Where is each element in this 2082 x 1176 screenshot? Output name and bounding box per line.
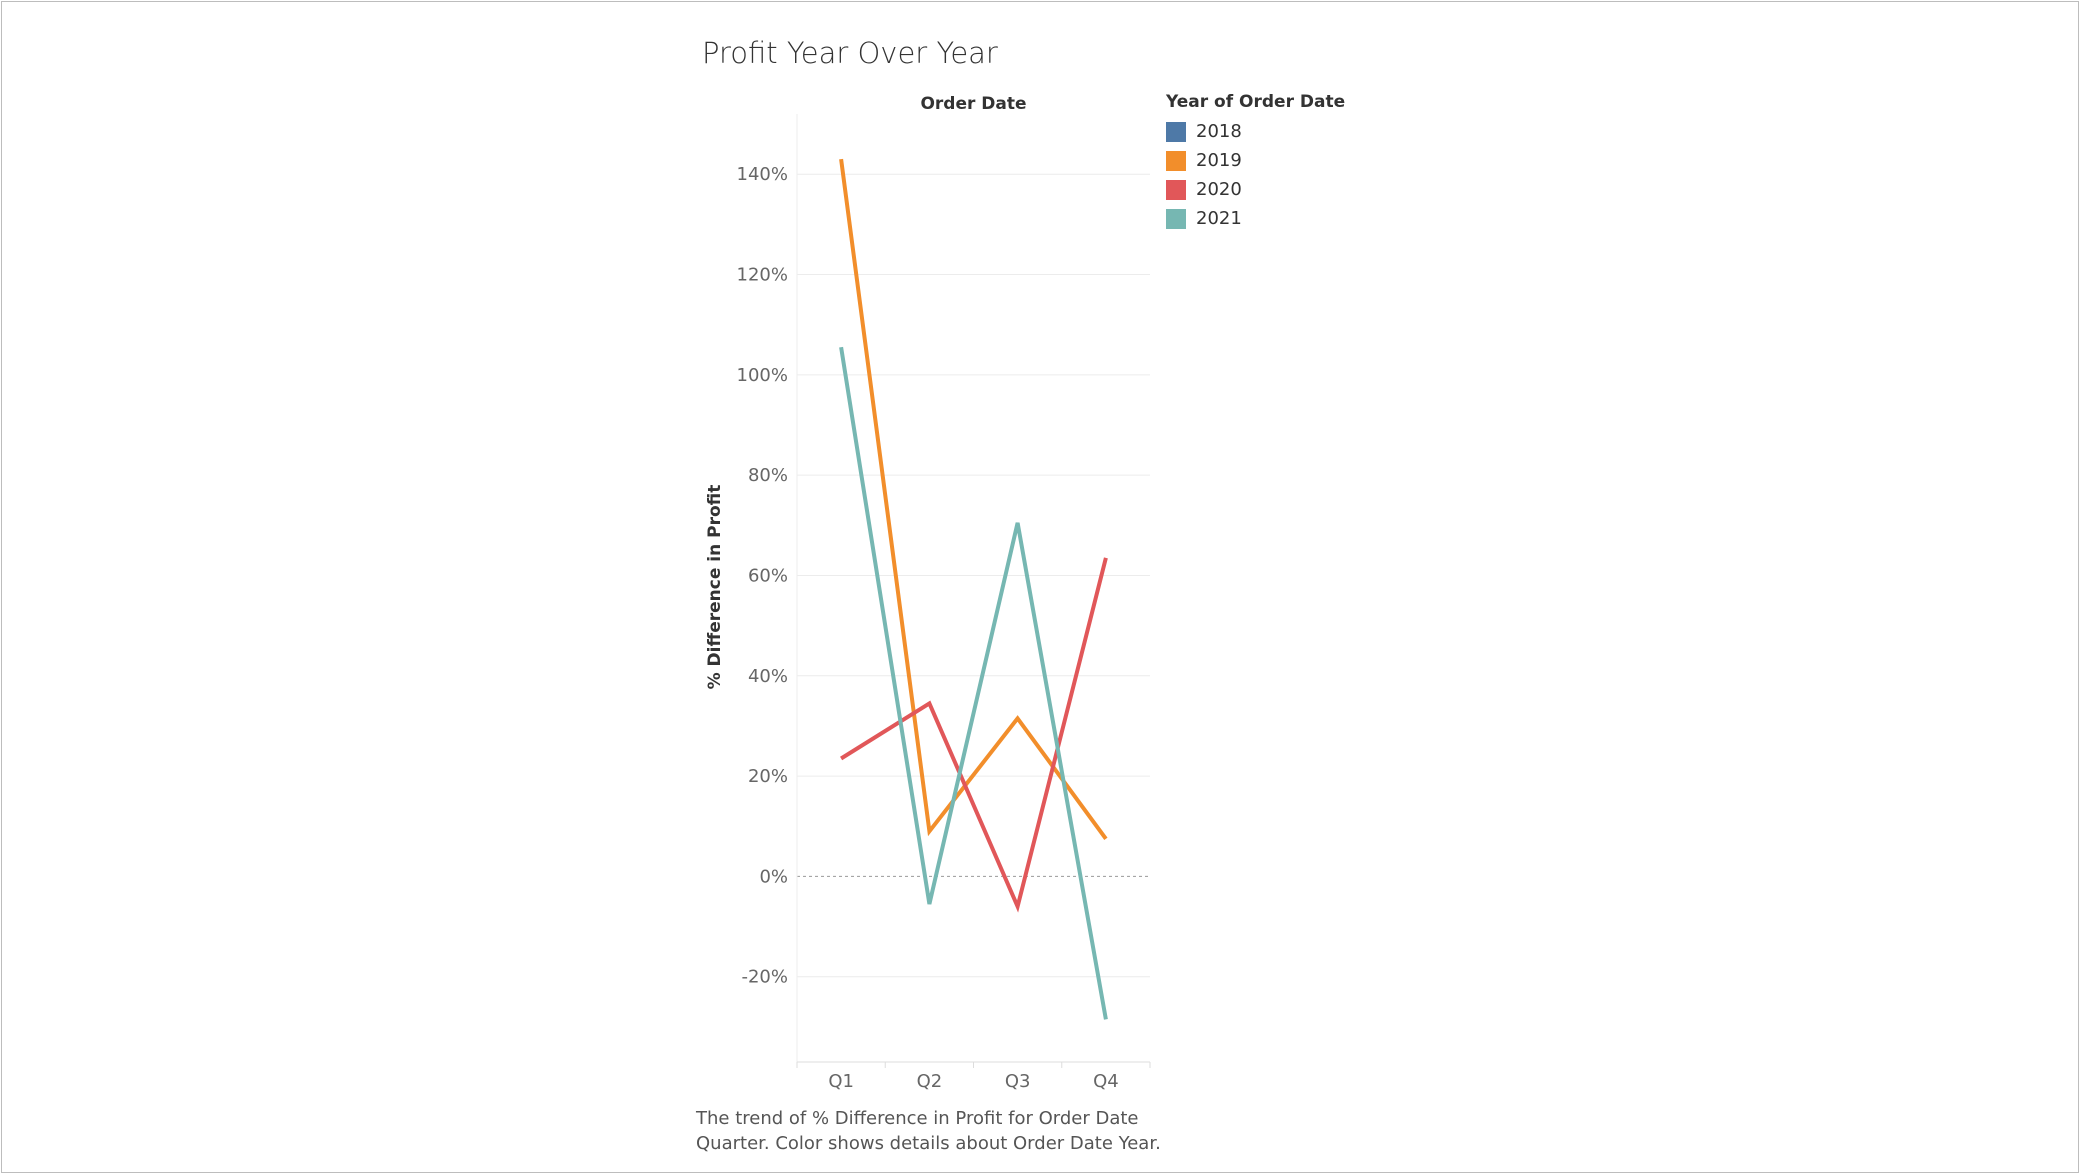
legend-swatch — [1166, 121, 1186, 142]
y-tick-label: 80% — [748, 465, 788, 486]
legend-label: 2021 — [1196, 208, 1242, 229]
legend-item-2018[interactable]: 2018 — [1166, 117, 1345, 146]
legend-label: 2020 — [1196, 179, 1242, 200]
legend-item-2020[interactable]: 2020 — [1166, 175, 1345, 204]
series-line-2021 — [839, 346, 1108, 1020]
x-tick-label: Q4 — [1093, 1071, 1119, 1092]
y-tick-label: 0% — [759, 866, 788, 887]
series-line-2020 — [840, 557, 1108, 913]
y-tick-label: 20% — [748, 766, 788, 787]
grid-layer — [797, 173, 1150, 978]
series-layer — [839, 158, 1108, 1020]
legend-swatch — [1166, 179, 1186, 200]
legend-label: 2018 — [1196, 121, 1242, 142]
legend-title: Year of Order Date — [1166, 92, 1346, 112]
legend: Year of Order Date 2018 2019 2020 2021 — [1166, 92, 1345, 233]
axis-layer: 140% 120% 100% 80% 60% 40% 20% 0% -20% Q1 Q2 Q3 Q4 — [737, 114, 1151, 1092]
y-axis-title: % Difference in Profit — [705, 485, 725, 690]
y-tick-label: -20% — [741, 967, 788, 988]
x-tick-label: Q2 — [917, 1071, 943, 1092]
legend-items: 2018 2019 2020 2021 — [1166, 117, 1345, 233]
legend-item-2019[interactable]: 2019 — [1166, 146, 1345, 175]
x-tick-label: Q1 — [828, 1071, 854, 1092]
y-tick-label: 40% — [748, 666, 788, 687]
series-line-2019 — [839, 158, 1108, 840]
y-tick-label: 140% — [737, 164, 788, 185]
chart-title: Profit Year Over Year — [702, 36, 998, 70]
legend-swatch — [1166, 208, 1186, 229]
y-tick-label: 60% — [748, 565, 788, 586]
x-tick-label: Q3 — [1005, 1071, 1031, 1092]
legend-label: 2019 — [1196, 150, 1242, 171]
chart-caption: The trend of % Difference in Profit for … — [696, 1108, 1161, 1154]
y-tick-label: 120% — [737, 265, 788, 286]
y-tick-label: 100% — [737, 365, 788, 386]
legend-item-2021[interactable]: 2021 — [1166, 204, 1345, 233]
column-header: Order Date — [920, 94, 1026, 114]
legend-swatch — [1166, 150, 1186, 171]
